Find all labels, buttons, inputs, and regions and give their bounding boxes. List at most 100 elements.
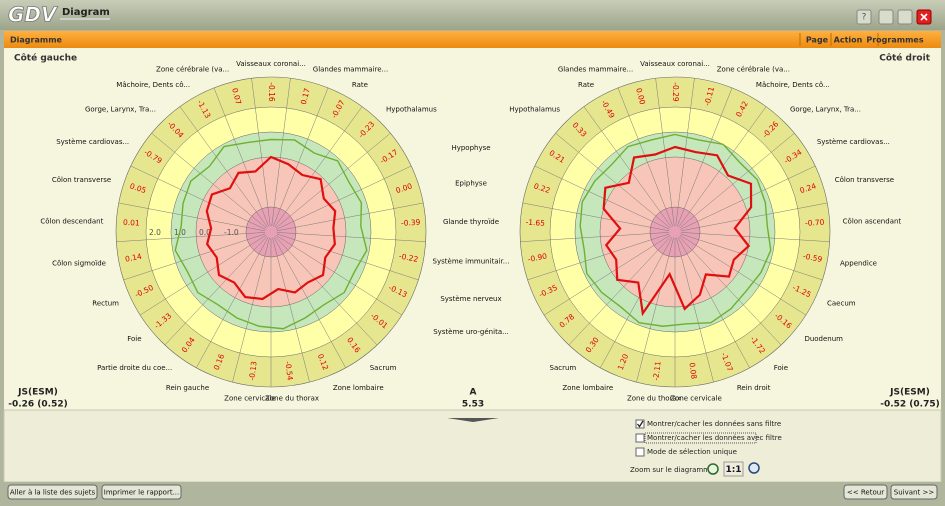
- segment-label[interactable]: Partie droite du coe...: [97, 364, 172, 372]
- segment-label[interactable]: Appendice: [840, 259, 877, 267]
- segment-label[interactable]: Mâchoire, Dents cô...: [116, 81, 190, 89]
- spoke: [130, 165, 266, 230]
- ring-label: -1.0: [224, 228, 239, 237]
- spoke: [676, 87, 733, 227]
- zoom-reset-button[interactable]: [723, 461, 744, 477]
- splitter-handle[interactable]: [447, 418, 499, 422]
- segment-label[interactable]: Rein gauche: [166, 384, 209, 392]
- segment-label[interactable]: Rate: [578, 81, 594, 89]
- spoke: [680, 233, 823, 281]
- help-icon: ?: [862, 13, 867, 23]
- segment-label[interactable]: Glande thyroïde: [443, 218, 499, 226]
- section-label: Diagramme: [10, 36, 63, 45]
- spoke: [272, 87, 329, 227]
- segment-label[interactable]: Hypothalamus: [509, 106, 560, 114]
- ring-label: 2.0: [149, 228, 161, 237]
- segment-value: -1.65: [525, 218, 545, 228]
- minimize-button[interactable]: [878, 9, 894, 25]
- segment-label[interactable]: Vaisseaux coronai...: [640, 60, 710, 68]
- option-label[interactable]: Mode de sélection unique: [647, 448, 737, 456]
- segment-label[interactable]: Caecum: [827, 300, 856, 308]
- segment-label[interactable]: Epiphyse: [455, 179, 487, 187]
- segment-label[interactable]: Sacrum: [550, 364, 577, 372]
- segment-label[interactable]: Système nerveux: [440, 295, 501, 303]
- spoke: [116, 232, 266, 242]
- footer-button-label: Aller à la liste des sujets: [10, 489, 96, 497]
- menu-item[interactable]: Programmes: [866, 36, 923, 45]
- option-label[interactable]: Montrer/cacher les données sans filtre: [647, 420, 781, 428]
- restore-button[interactable]: [897, 9, 913, 25]
- segment-value: -0.54: [283, 361, 294, 382]
- segment-label[interactable]: Foie: [774, 364, 788, 372]
- footer-button[interactable]: [843, 484, 888, 500]
- segment-label[interactable]: Système uro-génita...: [433, 328, 509, 336]
- segment-label[interactable]: Vaisseaux coronai...: [236, 60, 306, 68]
- segment-label[interactable]: Glandes mammaire...: [313, 65, 388, 73]
- segment-label[interactable]: Foie: [127, 335, 141, 343]
- segment-label[interactable]: Gorge, Larynx, Tra...: [790, 106, 861, 114]
- side-title: Côté gauche: [14, 53, 77, 64]
- segment-value: 0.14: [124, 252, 142, 264]
- stat-name: JS(ESM): [889, 388, 930, 398]
- menu-bar: [4, 31, 941, 48]
- segment-label[interactable]: Gorge, Larynx, Tra...: [85, 106, 156, 114]
- segment-label[interactable]: Zone cérébrale (va...: [156, 65, 229, 73]
- segment-label[interactable]: Sacrum: [370, 364, 397, 372]
- title-bar: [0, 0, 945, 30]
- focus-box: [644, 432, 757, 444]
- segment-label[interactable]: Côlon ascendant: [843, 217, 902, 225]
- segment-label[interactable]: Zone du thorax: [265, 395, 319, 403]
- segment-label[interactable]: Rectum: [92, 300, 119, 308]
- footer-button-label: << Retour: [847, 489, 884, 497]
- checkbox[interactable]: [635, 419, 645, 429]
- spoke: [251, 78, 271, 227]
- menu-item[interactable]: Action: [834, 36, 863, 45]
- segment-label[interactable]: Rein droit: [737, 384, 771, 392]
- side-title: Côté droit: [879, 53, 930, 64]
- segment-label[interactable]: Zone lombaire: [562, 384, 613, 392]
- footer-button[interactable]: [890, 484, 938, 500]
- segment-label[interactable]: Zone cervicale: [224, 395, 276, 403]
- segment-label[interactable]: Hypothalamus: [386, 106, 437, 114]
- spoke: [522, 202, 670, 232]
- segment-label[interactable]: Glandes mammaire...: [558, 65, 633, 73]
- center-stat-name: A: [470, 388, 477, 398]
- zoom-in-button[interactable]: [707, 463, 719, 475]
- segment-label[interactable]: Zone du thorax: [627, 395, 681, 403]
- stat-value: -0.26 (0.52): [8, 400, 68, 410]
- spoke: [139, 235, 267, 316]
- segment-label[interactable]: Côlon transverse: [52, 176, 111, 184]
- option-label[interactable]: Montrer/cacher les données avec filtre: [647, 434, 782, 442]
- segment-label[interactable]: Zone lombaire: [333, 384, 384, 392]
- spoke: [680, 165, 816, 230]
- segment-label[interactable]: Zone cervicale: [670, 395, 722, 403]
- green-line: [174, 138, 368, 330]
- spoke: [679, 235, 807, 316]
- segment-label[interactable]: Côlon sigmoïde: [52, 259, 106, 267]
- help-button[interactable]: [856, 9, 872, 25]
- segment-label[interactable]: Mâchoire, Dents cô...: [756, 81, 830, 89]
- segment-label[interactable]: Hypophyse: [451, 144, 490, 152]
- segment-label[interactable]: Système cardiovas...: [817, 138, 890, 146]
- segment-value: -0.22: [398, 252, 419, 265]
- checkbox[interactable]: [635, 447, 645, 457]
- segment-label[interactable]: Duodenum: [804, 335, 843, 343]
- segment-label[interactable]: Côlon transverse: [835, 176, 894, 184]
- segment-label[interactable]: Zone cérébrale (va...: [717, 65, 790, 73]
- stat-name: JS(ESM): [17, 388, 58, 398]
- zoom-label: Zoom sur le diagramme: [630, 466, 714, 474]
- footer-button[interactable]: [7, 484, 98, 500]
- checkbox[interactable]: [635, 433, 645, 443]
- footer-button[interactable]: [101, 484, 182, 500]
- segment-label[interactable]: Rate: [352, 81, 368, 89]
- spoke: [274, 236, 378, 346]
- spoke: [276, 165, 412, 230]
- segment-label[interactable]: Système cardiovas...: [56, 138, 129, 146]
- spoke: [276, 202, 424, 232]
- segment-label[interactable]: Système immunitair...: [433, 257, 510, 265]
- zoom-out-button[interactable]: [748, 462, 760, 474]
- segment-label[interactable]: Côlon descendant: [40, 217, 103, 225]
- segment-value: 0.01: [123, 218, 140, 228]
- menu-item[interactable]: Page: [806, 36, 829, 45]
- spoke: [273, 237, 346, 368]
